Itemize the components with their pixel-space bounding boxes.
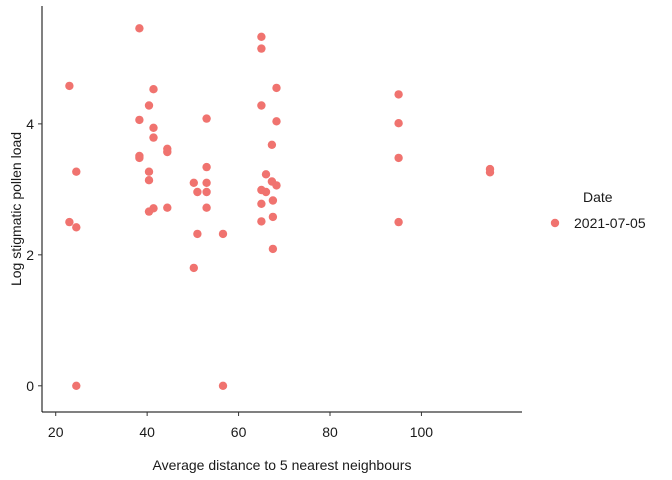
data-point: [149, 123, 158, 132]
data-point: [485, 168, 495, 177]
x-tick-label: 80: [322, 424, 338, 440]
y-axis-title: Log stigmatic pollen load: [8, 132, 24, 286]
data-point: [72, 167, 81, 176]
data-point: [144, 176, 154, 185]
data-point: [394, 153, 403, 163]
data-point: [218, 381, 228, 390]
data-point: [257, 32, 266, 41]
data-point: [267, 140, 277, 149]
data-point: [257, 199, 266, 208]
data-point: [202, 187, 211, 197]
data-point: [189, 178, 198, 187]
data-point: [261, 170, 271, 179]
data-point: [268, 244, 278, 254]
x-tick-label: 40: [139, 424, 155, 440]
data-point: [202, 203, 211, 212]
data-point: [189, 263, 198, 273]
data-point: [65, 217, 74, 227]
data-point: [144, 101, 154, 110]
data-point: [65, 81, 74, 91]
data-point: [163, 203, 172, 212]
data-point: [135, 115, 144, 125]
data-point: [144, 167, 154, 176]
x-axis-title: Average distance to 5 nearest neighbours: [153, 457, 412, 473]
legend-title: Date: [583, 189, 613, 205]
data-point: [72, 223, 81, 232]
legend-key: [550, 218, 560, 228]
data-point: [163, 147, 172, 157]
data-point: [268, 196, 278, 205]
x-tick-label: 60: [231, 424, 247, 440]
data-point: [135, 153, 144, 163]
data-point: [72, 381, 81, 390]
points-layer: [65, 24, 495, 390]
data-point: [202, 178, 211, 187]
data-point: [261, 187, 271, 197]
y-tick-label: 0: [26, 378, 34, 394]
data-point: [272, 181, 281, 190]
y-ticks: 0 2 4: [26, 116, 42, 394]
data-point: [272, 117, 281, 126]
x-tick-label: 100: [410, 424, 434, 440]
data-point: [202, 114, 211, 123]
legend: Date 2021-07-05: [550, 189, 646, 231]
data-point: [257, 217, 266, 226]
data-point: [149, 133, 158, 142]
data-point: [394, 119, 403, 128]
data-point: [394, 90, 403, 99]
data-point: [193, 187, 202, 197]
data-point: [272, 83, 281, 93]
x-ticks: 20 40 60 80 100: [48, 412, 433, 440]
data-point: [149, 85, 158, 94]
y-tick-label: 4: [26, 116, 34, 132]
data-point: [193, 229, 202, 239]
data-point: [257, 101, 266, 110]
data-point: [218, 229, 228, 239]
data-point: [135, 24, 144, 33]
y-tick-label: 2: [26, 247, 34, 263]
data-point: [257, 44, 266, 53]
data-point: [268, 212, 278, 222]
data-point: [202, 162, 211, 172]
x-tick-label: 20: [48, 424, 64, 440]
data-point: [149, 204, 158, 213]
legend-label: 2021-07-05: [574, 215, 646, 231]
data-point: [394, 217, 403, 227]
